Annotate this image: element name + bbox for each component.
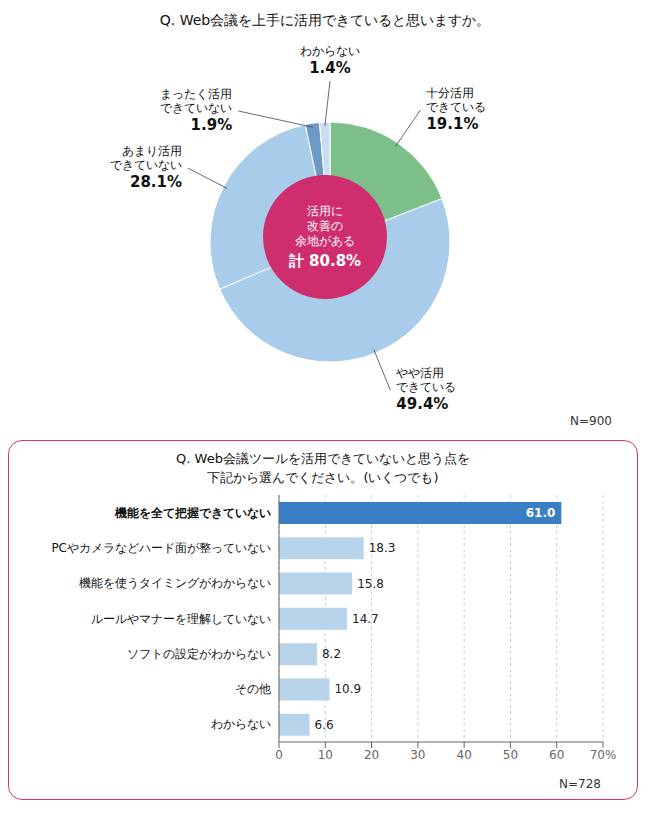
svg-text:わからない1.4%: わからない1.4% xyxy=(300,44,360,77)
svg-text:6.6: 6.6 xyxy=(315,718,334,732)
svg-text:14.7: 14.7 xyxy=(352,612,379,626)
svg-text:わからない: わからない xyxy=(211,717,271,731)
svg-text:40: 40 xyxy=(457,748,472,762)
html-text:N=900: N=900 xyxy=(570,414,612,428)
html-text:改善の: 改善の xyxy=(307,219,343,233)
svg-text:その他: その他 xyxy=(235,682,271,696)
svg-text:あまり活用できていない28.1%: あまり活用できていない28.1% xyxy=(110,144,182,191)
svg-text:0: 0 xyxy=(275,748,283,762)
svg-text:十分活用できている19.1%: 十分活用できている19.1% xyxy=(426,86,486,133)
svg-text:PCやカメラなどハード面が整っていない: PCやカメラなどハード面が整っていない xyxy=(51,541,271,555)
html-text:活用に: 活用に xyxy=(307,204,343,218)
svg-text:18.3: 18.3 xyxy=(369,541,396,555)
html-text:Q. Web会議ツールを活用できていないと思う点を: Q. Web会議ツールを活用できていないと思う点を xyxy=(176,451,470,466)
svg-text:60: 60 xyxy=(549,748,564,762)
svg-text:10: 10 xyxy=(318,748,333,762)
svg-text:70%: 70% xyxy=(590,748,617,762)
svg-text:機能を全て把握できていない: 機能を全て把握できていない xyxy=(114,506,271,520)
svg-text:20: 20 xyxy=(364,748,379,762)
html-text:N=728: N=728 xyxy=(559,777,601,791)
html-text:Q. Web会議を上手に活用できていると思いますか。: Q. Web会議を上手に活用できていると思いますか。 xyxy=(159,12,491,28)
svg-text:8.2: 8.2 xyxy=(322,647,341,661)
svg-text:機能を使うタイミングがわからない: 機能を使うタイミングがわからない xyxy=(79,576,271,590)
svg-text:30: 30 xyxy=(410,748,425,762)
svg-text:10.9: 10.9 xyxy=(334,682,361,696)
svg-text:ルールやマナーを理解していない: ルールやマナーを理解していない xyxy=(91,612,271,626)
svg-text:15.8: 15.8 xyxy=(357,577,384,591)
html-text:余地がある: 余地がある xyxy=(295,234,355,248)
svg-text:50: 50 xyxy=(503,748,518,762)
svg-text:まったく活用できていない1.9%: まったく活用できていない1.9% xyxy=(160,87,232,134)
svg-text:ソフトの設定がわからない: ソフトの設定がわからない xyxy=(127,647,271,661)
html-text:計 80.8%: 計 80.8% xyxy=(288,252,362,270)
svg-text:やや活用できている49.4%: やや活用できている49.4% xyxy=(396,366,456,413)
html-text:下記から選んでください。(いくつでも): 下記から選んでください。(いくつでも) xyxy=(207,470,439,485)
svg-text:61.0: 61.0 xyxy=(526,506,556,520)
